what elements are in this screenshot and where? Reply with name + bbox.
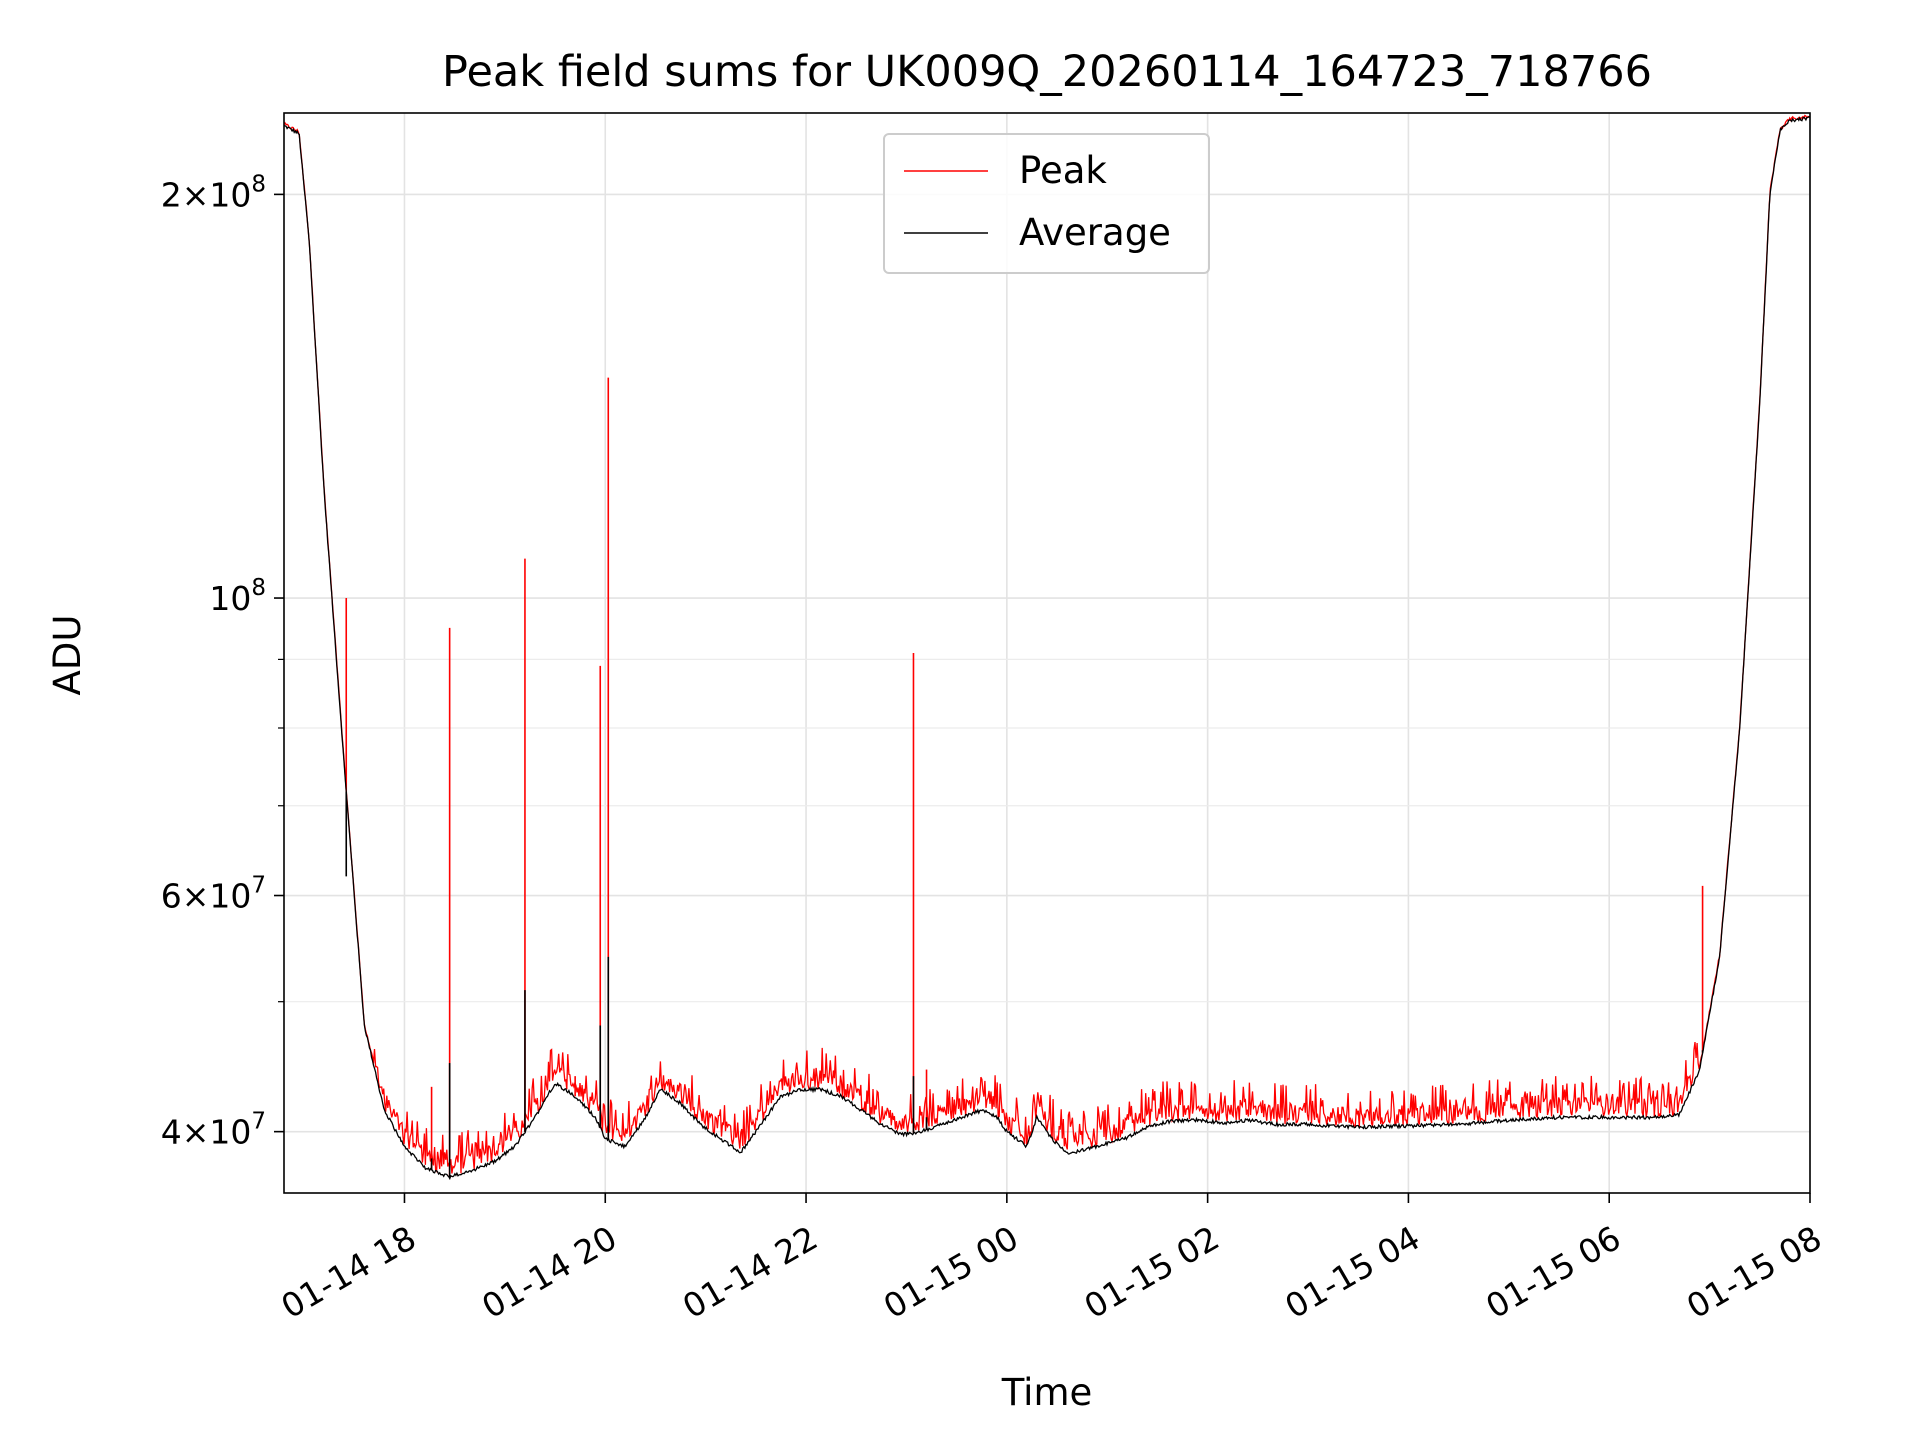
average-spikes <box>345 791 1704 1178</box>
x-axis-label: Time <box>1001 1371 1093 1414</box>
legend-label-average: Average <box>1019 211 1171 254</box>
series-layer <box>283 114 1811 1181</box>
legend-box <box>883 133 1210 274</box>
legend: Peak Average <box>883 133 1210 274</box>
y-tick-label: 6×107 <box>161 873 266 916</box>
y-tick-label: 4×107 <box>161 1109 266 1152</box>
y-tick-label: 108 <box>209 575 266 618</box>
y-axis-label: ADU <box>46 615 89 696</box>
chart-title: Peak field sums for UK009Q_20260114_1647… <box>442 47 1652 97</box>
plot-frame <box>283 112 1811 1194</box>
y-tick-label: 2×108 <box>161 171 266 214</box>
series-line-average <box>283 116 1811 1181</box>
legend-label-peak: Peak <box>1019 149 1107 192</box>
